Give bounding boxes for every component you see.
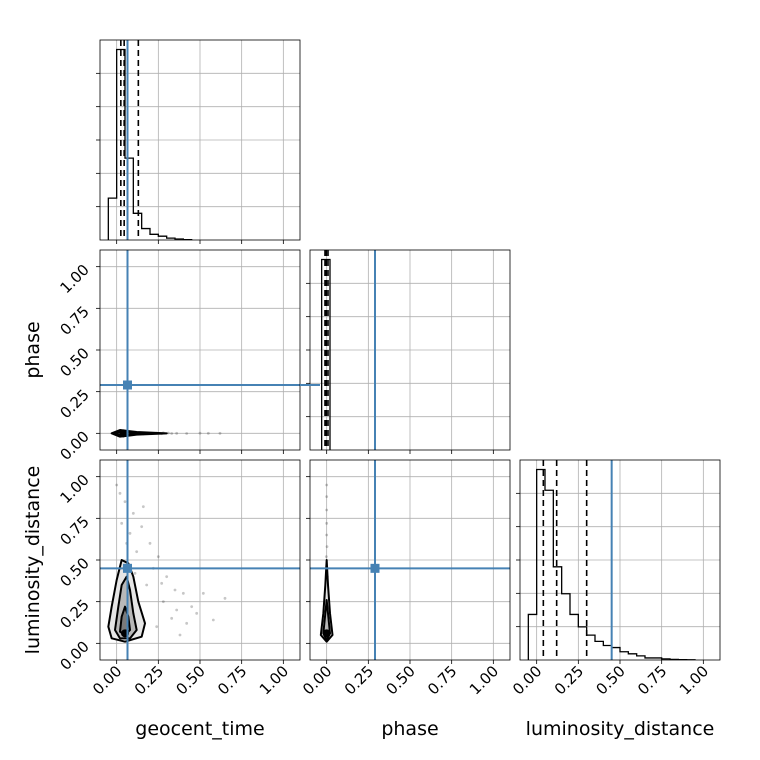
- sample-point: [175, 608, 179, 612]
- y-tick-label: 0.25: [56, 596, 92, 632]
- sample-point: [173, 588, 177, 592]
- y-tick-label: 1.00: [56, 261, 92, 297]
- plot-area: [100, 250, 300, 450]
- truth-marker: [123, 563, 132, 573]
- sample-point: [190, 605, 194, 609]
- x-tick-label: 0.50: [382, 662, 418, 698]
- x-tick-label: 0.00: [509, 662, 545, 698]
- y-tick-label: 0.00: [56, 637, 92, 673]
- x-tick-label: 0.00: [299, 662, 335, 698]
- x-axis-label-luminosity-distance: luminosity_distance: [526, 718, 715, 740]
- plot-area: [107, 40, 193, 240]
- sample-point: [141, 505, 145, 509]
- sample-point: [166, 431, 170, 435]
- x-tick-label: 0.75: [634, 662, 670, 698]
- sample-point: [201, 591, 205, 595]
- sample-point: [170, 616, 174, 620]
- sample-point: [325, 508, 329, 512]
- sample-point: [128, 531, 132, 535]
- sample-point: [223, 596, 227, 600]
- sample-point: [178, 633, 182, 637]
- sample-point: [123, 500, 127, 504]
- y-tick-label: 0.75: [56, 512, 92, 548]
- sample-point: [135, 550, 139, 554]
- x-tick-label: 0.00: [89, 662, 125, 698]
- sample-point: [206, 431, 210, 435]
- x-tick-label: 0.75: [424, 662, 460, 698]
- sample-point: [140, 525, 144, 529]
- sample-point: [185, 432, 189, 435]
- x-tick-label: 0.25: [131, 662, 167, 698]
- sample-point: [175, 431, 179, 435]
- x-tick-label: 0.25: [551, 662, 587, 698]
- sample-point: [325, 521, 329, 525]
- sample-point: [133, 571, 137, 575]
- x-tick-label: 0.50: [172, 662, 208, 698]
- scatter-geocent-time-vs-phase: 0.00 0.25 0.50 0.75 1.00: [56, 249, 301, 464]
- histogram-step: [321, 258, 331, 450]
- sample-point: [195, 611, 199, 615]
- x-tick-label: 0.75: [214, 662, 250, 698]
- sample-point: [181, 591, 185, 595]
- scatter-geocent-time-vs-luminosity-distance: 0.00 0.25 0.50 0.75 1.000.000.250.500.751.00: [56, 459, 301, 698]
- density-peak: [119, 429, 128, 438]
- truth-marker: [370, 563, 380, 573]
- sample-point: [324, 555, 328, 559]
- histogram-step: [107, 48, 193, 240]
- sample-point: [145, 583, 149, 587]
- x-axis-label-phase: phase: [381, 718, 438, 740]
- sample-point: [148, 541, 152, 545]
- sample-point: [218, 431, 222, 435]
- sample-point: [185, 621, 189, 625]
- scatter-phase-vs-luminosity-distance: 0.00 0.25 0.50 0.75 1.00: [299, 459, 511, 698]
- x-axis-label-geocent-time: geocent_time: [135, 718, 264, 740]
- sample-point: [325, 483, 329, 487]
- y-tick-label: 0.00: [56, 427, 92, 463]
- histogram-luminosity-distance: 0.00 0.25 0.50 0.75 1.00: [509, 459, 721, 698]
- sample-point: [325, 545, 329, 549]
- plot-area: [321, 250, 376, 450]
- x-tick-label: 1.00: [676, 662, 712, 698]
- sample-point: [165, 575, 169, 579]
- sample-point: [120, 521, 124, 525]
- y-tick-label: 0.50: [56, 344, 92, 380]
- sample-point: [155, 625, 159, 629]
- y-tick-label: 0.25: [56, 386, 92, 422]
- sample-point: [170, 432, 174, 435]
- sample-point: [118, 491, 122, 495]
- sample-point: [131, 511, 135, 515]
- sample-point: [160, 581, 164, 585]
- plot-area: [310, 460, 510, 660]
- y-axis-label-luminosity-distance: luminosity_distance: [22, 466, 44, 655]
- y-tick-label: 0.75: [56, 302, 92, 338]
- x-tick-label: 1.00: [256, 662, 292, 698]
- histogram-phase: [306, 249, 511, 454]
- sample-point: [161, 600, 165, 604]
- sample-point: [156, 555, 160, 559]
- sample-point: [198, 431, 202, 435]
- histogram-geocent-time: [96, 39, 301, 244]
- y-axis-label-phase: phase: [22, 321, 44, 378]
- plot-area: [527, 460, 696, 660]
- sample-point: [211, 618, 215, 622]
- y-tick-label: 1.00: [56, 471, 92, 507]
- x-tick-label: 1.00: [466, 662, 502, 698]
- sample-point: [325, 495, 329, 499]
- density-peak: [322, 629, 331, 638]
- x-tick-label: 0.25: [341, 662, 377, 698]
- sample-point: [325, 533, 329, 537]
- sample-point: [115, 483, 119, 487]
- truth-marker: [123, 380, 132, 390]
- y-tick-label: 0.50: [56, 554, 92, 590]
- x-tick-label: 0.50: [592, 662, 628, 698]
- plot-area: [100, 460, 300, 660]
